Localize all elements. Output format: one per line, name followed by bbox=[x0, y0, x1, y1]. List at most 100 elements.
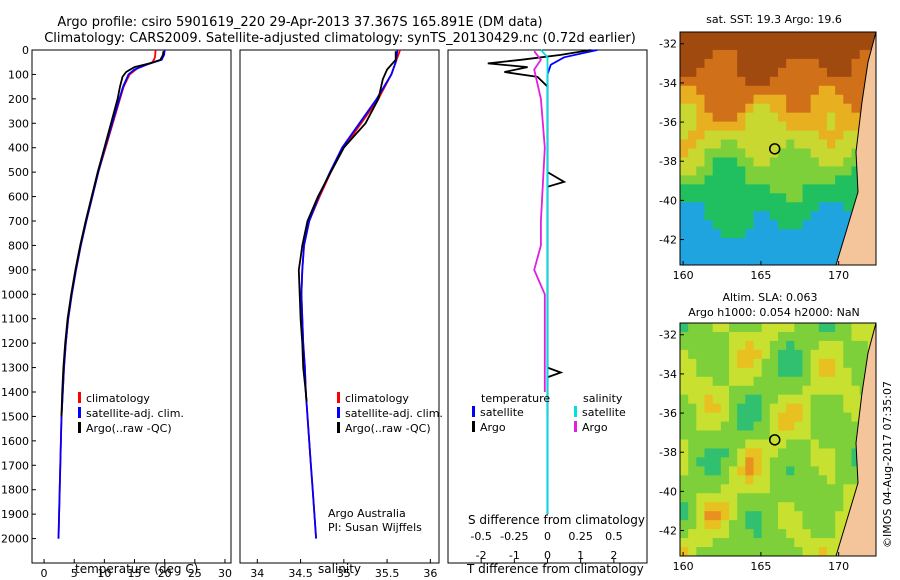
map-cell bbox=[761, 323, 771, 333]
legend-label: climatology bbox=[86, 392, 150, 405]
map-cell bbox=[745, 67, 754, 78]
map-cell bbox=[778, 385, 787, 396]
map-cell bbox=[729, 538, 738, 548]
map-cell bbox=[737, 538, 746, 548]
map-cell bbox=[778, 511, 787, 521]
map-cell bbox=[737, 484, 746, 494]
map-cell bbox=[851, 466, 861, 476]
map-cell bbox=[786, 349, 795, 360]
map-cell bbox=[769, 457, 779, 467]
map-cell bbox=[818, 247, 828, 257]
map-cell bbox=[835, 211, 844, 221]
map-cell bbox=[712, 202, 722, 212]
map-cell bbox=[810, 148, 820, 158]
map-cell bbox=[745, 94, 754, 105]
map-cell bbox=[835, 130, 844, 141]
map-cell bbox=[818, 466, 828, 476]
map-cell bbox=[810, 538, 820, 548]
map-cell bbox=[802, 112, 812, 123]
map-cell bbox=[778, 439, 787, 449]
map-cell bbox=[827, 421, 836, 432]
map-cell bbox=[688, 184, 697, 194]
map-cell bbox=[761, 403, 771, 414]
map-cell bbox=[851, 412, 861, 423]
map-cell bbox=[688, 94, 697, 105]
map-cell bbox=[729, 412, 738, 423]
map-cell bbox=[745, 349, 754, 360]
map-cell bbox=[753, 166, 763, 176]
map-cell bbox=[737, 475, 746, 485]
map-cell bbox=[696, 385, 705, 396]
map-cell bbox=[688, 349, 697, 360]
map-cell bbox=[704, 220, 714, 230]
map-cell bbox=[835, 340, 844, 351]
map-cell bbox=[737, 85, 746, 96]
map-cell bbox=[688, 457, 697, 467]
map-cell bbox=[696, 403, 705, 414]
map-cell bbox=[729, 358, 738, 369]
map-cell bbox=[737, 166, 746, 176]
map-cell bbox=[712, 323, 722, 333]
map-cell bbox=[851, 121, 861, 132]
map-cell bbox=[712, 475, 722, 485]
map-cell bbox=[712, 166, 722, 176]
map-cell bbox=[802, 130, 812, 141]
map-cell bbox=[769, 40, 779, 51]
depth-tick-label: 1200 bbox=[1, 337, 29, 350]
map-cell bbox=[851, 394, 861, 405]
map-cell bbox=[720, 40, 730, 51]
map-cell bbox=[737, 139, 746, 149]
map-cell bbox=[843, 323, 852, 333]
map-cell bbox=[851, 376, 861, 387]
map-cell bbox=[680, 193, 689, 203]
map-cell bbox=[827, 211, 836, 221]
sla-map: 160 165 170 -32 -34 -36 -38 -40 -42 bbox=[659, 322, 877, 573]
map-cell bbox=[737, 202, 746, 212]
map-cell bbox=[778, 412, 787, 423]
map-cell bbox=[688, 547, 697, 557]
map-cell bbox=[745, 547, 754, 557]
map-cell bbox=[696, 229, 705, 239]
map-cell bbox=[843, 358, 852, 369]
map-cell bbox=[704, 367, 714, 378]
map-cell bbox=[827, 32, 836, 42]
map-cell bbox=[753, 256, 763, 266]
map-cell bbox=[778, 85, 787, 96]
map-cell bbox=[786, 238, 795, 248]
map-cell bbox=[761, 547, 771, 557]
map-x-tick-label: 165 bbox=[750, 269, 771, 282]
map-cell bbox=[786, 511, 795, 521]
map-cell bbox=[737, 547, 746, 557]
map-cell bbox=[745, 238, 754, 248]
map-cell bbox=[786, 394, 795, 405]
map-x-tick-label: 170 bbox=[828, 269, 849, 282]
map-cell bbox=[680, 85, 689, 96]
map-cell bbox=[835, 202, 844, 212]
map-cell bbox=[688, 421, 697, 432]
depth-tick-label: 1500 bbox=[1, 410, 29, 423]
map-cell bbox=[859, 67, 869, 78]
map-cell bbox=[810, 448, 820, 458]
map-cell bbox=[696, 148, 705, 158]
map-cell bbox=[696, 394, 705, 405]
map-cell bbox=[753, 358, 763, 369]
map-cell bbox=[680, 520, 689, 530]
map-cell bbox=[851, 323, 861, 333]
map-cell bbox=[729, 340, 738, 351]
map-cell bbox=[720, 394, 730, 405]
map-cell bbox=[737, 229, 746, 239]
map-cell bbox=[769, 502, 779, 512]
map-cell bbox=[745, 331, 754, 342]
map-cell bbox=[696, 412, 705, 423]
map-cell bbox=[696, 547, 705, 557]
map-cell bbox=[753, 184, 763, 194]
map-cell bbox=[794, 184, 803, 194]
map-cell bbox=[794, 49, 803, 60]
map-cell bbox=[827, 323, 836, 333]
map-cell bbox=[802, 184, 812, 194]
map-cell bbox=[810, 85, 820, 96]
map-cell bbox=[786, 94, 795, 105]
map-cell bbox=[729, 511, 738, 521]
map-cell bbox=[712, 484, 722, 494]
map-cell bbox=[712, 376, 722, 387]
